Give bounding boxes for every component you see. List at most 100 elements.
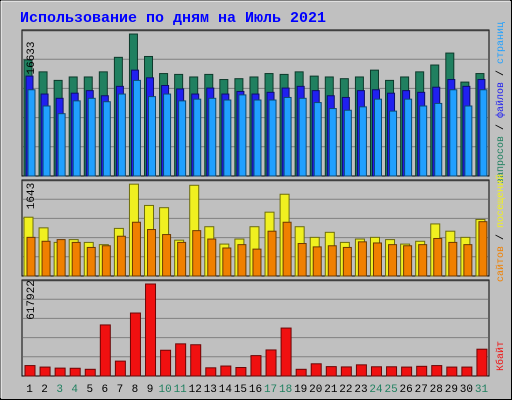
bar-сайтов-day-31 [478, 221, 488, 277]
day-label-24: 24 [369, 384, 383, 396]
day-label-14: 14 [219, 384, 233, 396]
bar-Кбайт-day-20 [310, 363, 322, 377]
bar-страниц-day-28 [434, 102, 443, 177]
panel-requests-files-pages [21, 29, 490, 177]
bar-Кбайт-day-5 [84, 368, 96, 377]
bar-сайтов-day-29 [448, 241, 458, 277]
bar-страниц-day-21 [328, 108, 337, 177]
bar-сайтов-day-10 [162, 234, 172, 277]
day-label-5: 5 [86, 384, 93, 396]
bar-страниц-day-11 [178, 100, 187, 177]
day-label-21: 21 [324, 384, 338, 396]
bar-Кбайт-day-23 [355, 364, 367, 377]
day-axis-labels: 1 2 3 4 5 6 7 8 9 10 11 12 13 14 15 16 17 18 19 20 21 22 23 24 2… [26, 384, 488, 396]
bar-Кбайт-day-4 [69, 367, 81, 377]
day-label-2: 2 [41, 384, 48, 396]
bar-страниц-day-10 [163, 93, 172, 177]
bottom-max-label: 617922 [26, 280, 38, 320]
legend-top-part-4: страниц [496, 22, 507, 64]
bar-Кбайт-day-24 [370, 366, 382, 377]
bar-Кбайт-day-8 [129, 312, 141, 377]
bar-сайтов-day-25 [388, 244, 398, 277]
legend-bottom-part-0: Кбайт [494, 341, 507, 371]
bar-сайтов-day-12 [192, 230, 202, 277]
bar-страниц-day-22 [343, 109, 352, 177]
bar-сайтов-day-28 [433, 237, 443, 277]
bar-страниц-day-25 [389, 110, 398, 177]
panel-sites-visits [21, 179, 490, 277]
day-label-19: 19 [294, 384, 307, 396]
bar-сайтов-day-16 [252, 248, 262, 277]
bar-Кбайт-day-21 [325, 366, 337, 377]
bar-страниц-day-7 [117, 93, 126, 177]
legend-top: запросов / файлов / страниц [494, 22, 507, 184]
bar-страниц-day-17 [268, 99, 277, 177]
bar-Кбайт-day-15 [235, 367, 247, 377]
bar-Кбайт-day-2 [39, 366, 51, 377]
panel-kbytes [21, 279, 490, 377]
day-label-18: 18 [279, 384, 292, 396]
bar-сайтов-day-23 [357, 241, 367, 277]
bar-сайтов-day-8 [131, 221, 141, 277]
legend-middle-part-1: / [495, 228, 507, 246]
legend-top-part-0: запросов [496, 136, 507, 184]
day-label-23: 23 [354, 384, 367, 396]
bar-Кбайт-day-19 [295, 368, 307, 377]
day-label-15: 15 [234, 384, 247, 396]
bar-Кбайт-day-3 [54, 367, 66, 377]
day-label-6: 6 [102, 384, 109, 396]
bar-Кбайт-day-9 [145, 283, 157, 377]
day-label-30: 30 [460, 384, 473, 396]
bar-страниц-day-1 [27, 89, 36, 177]
bar-сайтов-day-7 [116, 235, 126, 277]
bar-сайтов-day-9 [147, 229, 157, 277]
bar-Кбайт-day-7 [114, 360, 126, 377]
bar-страниц-day-4 [72, 100, 81, 177]
bar-Кбайт-day-12 [190, 344, 202, 377]
bar-страниц-day-20 [313, 102, 322, 177]
bar-Кбайт-day-17 [265, 349, 277, 377]
bar-сайтов-day-1 [26, 236, 36, 277]
bar-сайтов-day-30 [463, 244, 473, 277]
bar-сайтов-day-19 [297, 243, 307, 277]
bar-сайтов-day-5 [86, 246, 96, 277]
bar-страниц-day-24 [373, 98, 382, 177]
bar-страниц-day-30 [464, 105, 473, 177]
bar-страниц-day-23 [358, 106, 367, 177]
bar-страниц-day-14 [223, 99, 232, 177]
bar-Кбайт-day-22 [340, 366, 352, 377]
day-label-27: 27 [415, 384, 428, 396]
top-max-label: 16633 [26, 41, 38, 74]
legend-top-part-2: файлов [494, 82, 507, 118]
bar-Кбайт-day-1 [24, 365, 36, 377]
bar-Кбайт-day-29 [446, 366, 458, 377]
bar-Кбайт-day-25 [386, 366, 398, 377]
bar-сайтов-day-20 [312, 246, 322, 277]
bar-страниц-day-6 [102, 101, 111, 177]
bar-сайтов-day-22 [342, 246, 352, 277]
bar-Кбайт-day-14 [220, 365, 232, 377]
bar-Кбайт-day-16 [250, 355, 262, 377]
bar-Кбайт-day-11 [175, 343, 187, 377]
bar-Кбайт-day-6 [99, 324, 111, 377]
bar-страниц-day-27 [419, 105, 428, 177]
bar-сайтов-day-26 [403, 245, 413, 277]
legend-middle-part-0: сайтов [495, 246, 507, 282]
bar-Кбайт-day-31 [476, 348, 488, 377]
chart-title: Использование по дням на Июль 2021 [20, 10, 326, 27]
day-label-29: 29 [445, 384, 458, 396]
bar-страниц-day-18 [283, 96, 292, 177]
day-label-1: 1 [26, 384, 33, 396]
bar-сайтов-day-14 [222, 247, 232, 277]
bar-Кбайт-day-13 [205, 367, 217, 377]
day-label-9: 9 [147, 384, 154, 396]
bar-сайтов-day-13 [207, 238, 217, 277]
day-label-16: 16 [249, 384, 262, 396]
legend-middle-part-2: посещений [495, 174, 507, 228]
day-label-11: 11 [174, 384, 188, 396]
bar-страниц-day-15 [238, 94, 247, 177]
bar-страниц-day-16 [253, 99, 262, 177]
bar-сайтов-day-11 [177, 241, 187, 277]
bar-Кбайт-day-26 [401, 366, 413, 377]
bar-Кбайт-day-10 [160, 349, 172, 377]
